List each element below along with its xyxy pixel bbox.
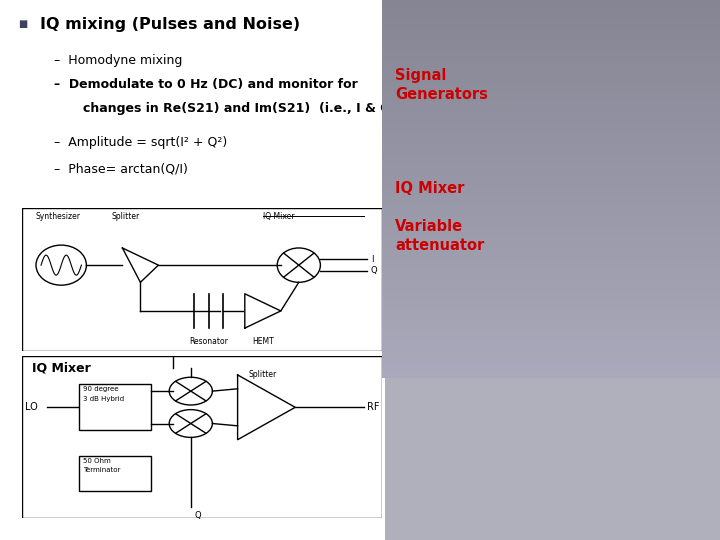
Text: 90 degree: 90 degree (83, 387, 118, 393)
Text: HEMT: HEMT (252, 337, 274, 346)
Text: Signal
Generators: Signal Generators (395, 68, 488, 102)
Polygon shape (245, 294, 281, 328)
Bar (0, 0, 385, 540)
Text: –  Amplitude = sqrt(I² + Q²): – Amplitude = sqrt(I² + Q²) (54, 136, 228, 149)
Text: changes in Re(S21) and Im(S21)  (i.e., I & Q): changes in Re(S21) and Im(S21) (i.e., I … (83, 102, 397, 114)
Bar (79, 456, 151, 491)
Text: I: I (371, 255, 373, 264)
Text: –  Phase= arctan(Q/I): – Phase= arctan(Q/I) (54, 162, 188, 175)
Text: IQ Mixer: IQ Mixer (32, 361, 91, 374)
Text: IQ mixing (Pulses and Noise): IQ mixing (Pulses and Noise) (40, 17, 300, 32)
Text: Resonator: Resonator (189, 337, 228, 346)
Text: Splitter: Splitter (112, 212, 140, 221)
Polygon shape (238, 375, 295, 440)
Text: Synthesizer: Synthesizer (36, 212, 81, 221)
Text: Variable
attenuator: Variable attenuator (395, 219, 485, 253)
Text: 3 dB Hybrid: 3 dB Hybrid (83, 396, 124, 402)
Text: 50 Ohm: 50 Ohm (83, 458, 111, 464)
Text: IQ Mixer: IQ Mixer (263, 212, 294, 221)
Text: RF: RF (367, 402, 379, 413)
Text: –  Homodyne mixing: – Homodyne mixing (54, 54, 182, 67)
Text: Terminator: Terminator (83, 468, 120, 474)
Text: Splitter: Splitter (248, 370, 277, 379)
Text: LO: LO (25, 402, 38, 413)
Text: Q: Q (371, 266, 377, 275)
Text: ■: ■ (18, 19, 27, 29)
Bar (79, 384, 151, 430)
Text: Q: Q (194, 511, 201, 521)
Text: IQ Mixer: IQ Mixer (395, 181, 464, 197)
Text: –  Demodulate to 0 Hz (DC) and monitor for: – Demodulate to 0 Hz (DC) and monitor fo… (54, 78, 358, 91)
Polygon shape (122, 248, 158, 282)
